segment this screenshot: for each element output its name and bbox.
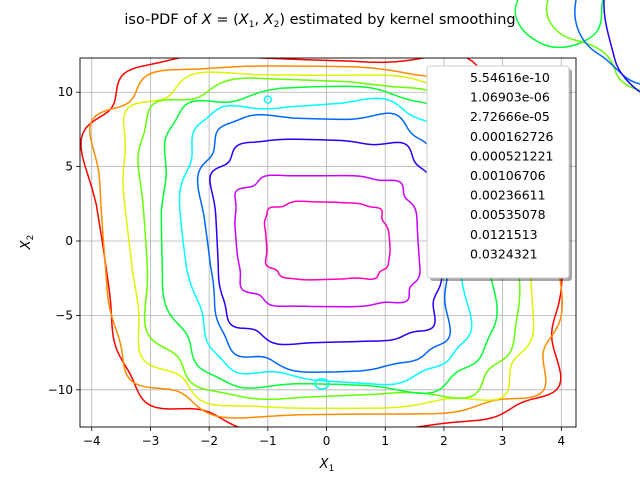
legend: 5.54616e-10 1.06903e-06 2.72666e-05 0.00016… bbox=[426, 65, 572, 281]
x-tick-label: 3 bbox=[499, 434, 507, 448]
x-tick-label: 2 bbox=[440, 434, 448, 448]
contour-island bbox=[263, 95, 273, 104]
x-axis-label: X1 bbox=[319, 457, 335, 474]
legend-entry-label: 5.54616e-10 bbox=[470, 70, 550, 85]
plot-frame bbox=[79, 57, 577, 428]
legend-entry-label: 0.00106706 bbox=[470, 168, 546, 183]
legend-entry-label: 1.06903e-06 bbox=[470, 90, 550, 105]
y-tick-label: −5 bbox=[55, 308, 73, 322]
contour-line bbox=[80, 58, 563, 427]
legend-entry-label: 0.00535078 bbox=[470, 207, 546, 222]
chart-title-suffix: estimated by kernel smoothing bbox=[285, 12, 516, 28]
x-tick-label: 1 bbox=[381, 434, 389, 448]
contour-line bbox=[196, 112, 451, 373]
contour-line bbox=[234, 174, 421, 308]
legend-box bbox=[426, 65, 570, 279]
contour-island bbox=[314, 378, 330, 390]
y-tick-label: 10 bbox=[58, 85, 73, 99]
y-axis-label: X2 bbox=[19, 235, 36, 251]
x-tick-label: −1 bbox=[259, 434, 277, 448]
x-tick-label: −2 bbox=[200, 434, 218, 448]
legend-entry-label: 0.0324321 bbox=[470, 246, 538, 261]
x-tick-label: 4 bbox=[558, 434, 566, 448]
overflow-contour-line bbox=[574, 0, 640, 85]
y-tick-label: 0 bbox=[65, 234, 73, 248]
overflow-contour-line bbox=[603, 0, 640, 93]
contour-line bbox=[178, 97, 473, 386]
x-tick-label: 0 bbox=[323, 434, 331, 448]
chart-title-prefix: iso-PDF of bbox=[124, 12, 201, 28]
x-tick-label: −3 bbox=[142, 434, 160, 448]
x-tick-label: −4 bbox=[83, 434, 101, 448]
chart-title: iso-PDF of X = (X1, X2) estimated by ker… bbox=[124, 12, 515, 30]
overflow-contour-fragments bbox=[514, 0, 640, 93]
contour-line bbox=[209, 138, 443, 346]
overflow-contour-line bbox=[514, 0, 604, 49]
legend-entry-label: 0.0121513 bbox=[470, 227, 538, 242]
contour-line bbox=[263, 200, 391, 281]
legend-entry-label: 0.00236611 bbox=[470, 188, 546, 203]
legend-entry-label: 2.72666e-05 bbox=[470, 109, 550, 124]
overflow-contour-line bbox=[545, 0, 640, 91]
legend-entry-label: 0.000162726 bbox=[470, 129, 554, 144]
y-tick-label: 5 bbox=[65, 160, 73, 174]
legend-entry-label: 0.000521221 bbox=[470, 148, 554, 163]
y-tick-label: −10 bbox=[48, 383, 73, 397]
